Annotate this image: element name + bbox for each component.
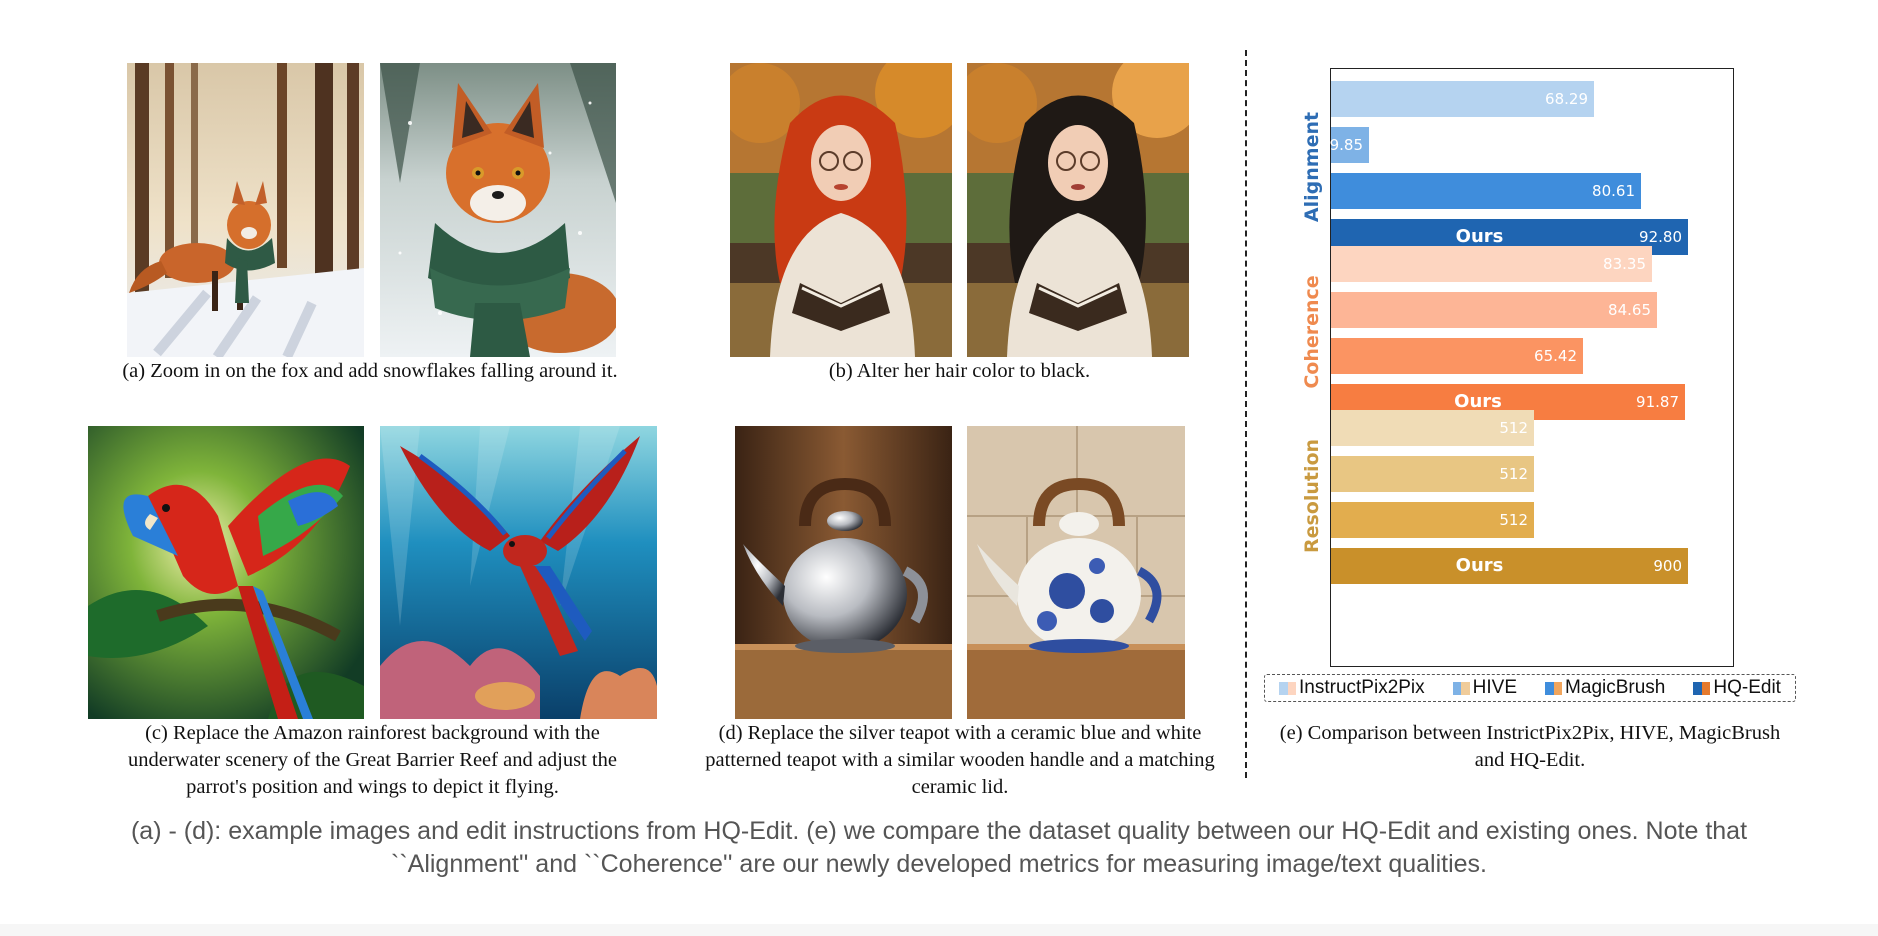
figure-caption: (a) - (d): example images and edit instr… xyxy=(40,815,1838,881)
legend-swatch-hq-edit xyxy=(1693,681,1711,695)
bar-value-label: 512 xyxy=(1499,419,1528,437)
bar-alignment-instructpix2pix: 68.29 xyxy=(1331,81,1594,117)
legend-swatch-left xyxy=(1693,681,1702,695)
fox-edited-image xyxy=(380,63,616,357)
figure-caption-line-1: (a) - (d): example images and edit instr… xyxy=(130,817,1748,845)
silver-teapot-image xyxy=(735,426,952,719)
caption-panel-e-line-2: and HQ-Edit. xyxy=(1474,749,1586,771)
caption-panel-a-text: (a) Zoom in on the fox and add snowflake… xyxy=(122,360,618,382)
legend-label-hive: HIVE xyxy=(1472,677,1518,698)
bar-coherence-instructpix2pix: 83.35 xyxy=(1331,246,1652,282)
caption-panel-d: (d) Replace the silver teapot with a cer… xyxy=(680,720,1240,801)
legend-label-magicbrush: MagicBrush xyxy=(1565,677,1666,698)
legend-swatch-left xyxy=(1279,681,1288,695)
legend-swatch-right xyxy=(1701,681,1711,695)
panel-divider xyxy=(1245,50,1247,778)
bar-resolution-magicbrush: 512 xyxy=(1331,502,1534,538)
caption-panel-e: (e) Comparison between InstrictPix2Pix, … xyxy=(1250,720,1810,774)
bar-coherence-magicbrush: 65.42 xyxy=(1331,338,1583,374)
legend-item-magicbrush: MagicBrush xyxy=(1545,677,1665,699)
bar-resolution-instructpix2pix: 512 xyxy=(1331,410,1534,446)
bar-value-label: 900 xyxy=(1653,557,1682,575)
parrot-rainforest-image xyxy=(88,426,364,719)
caption-panel-c-line-1: (c) Replace the Amazon rainforest backgr… xyxy=(145,722,600,744)
bar-coherence-hive: 84.65 xyxy=(1331,292,1657,328)
chart-legend: InstructPix2Pix HIVE MagicBrush HQ-Edit xyxy=(1264,674,1796,702)
caption-panel-d-line-1: (d) Replace the silver teapot with a cer… xyxy=(718,722,1202,744)
bar-value-label: 512 xyxy=(1499,465,1528,483)
caption-panel-b: (b) Alter her hair color to black. xyxy=(730,358,1189,385)
bar-value-label: 9.85 xyxy=(1329,136,1363,154)
group-label-coherence: Coherence xyxy=(1301,275,1323,389)
bar-value-label: 68.29 xyxy=(1545,90,1588,108)
caption-panel-d-line-2: patterned teapot with a similar wooden h… xyxy=(705,749,1215,771)
caption-panel-e-line-1: (e) Comparison between InstrictPix2Pix, … xyxy=(1279,722,1781,744)
legend-swatch-left xyxy=(1545,681,1554,695)
bar-value-label: 80.61 xyxy=(1592,182,1635,200)
legend-item-hive: HIVE xyxy=(1452,677,1518,699)
bar-resolution-hive: 512 xyxy=(1331,456,1534,492)
group-label-alignment: Alignment xyxy=(1301,111,1323,223)
legend-swatch-right xyxy=(1553,681,1563,695)
legend-label-hq-edit: HQ-Edit xyxy=(1713,677,1781,698)
legend-swatch-magicbrush xyxy=(1545,681,1563,695)
bar-value-label: 84.65 xyxy=(1608,301,1651,319)
legend-swatch-hive xyxy=(1452,681,1470,695)
bar-value-label: 83.35 xyxy=(1603,255,1646,273)
group-label-resolution: Resolution xyxy=(1301,438,1323,554)
woman-red-hair-image xyxy=(730,63,952,357)
bar-value-label: 91.87 xyxy=(1636,393,1679,411)
caption-panel-b-text: (b) Alter her hair color to black. xyxy=(828,360,1091,382)
bar-resolution-hq-edit: Ours 900 xyxy=(1331,548,1688,584)
caption-panel-c-line-2: underwater scenery of the Great Barrier … xyxy=(128,749,617,771)
parrot-underwater-image xyxy=(380,426,657,719)
page-footer-strip xyxy=(0,924,1878,936)
bar-value-label: 512 xyxy=(1499,511,1528,529)
legend-label-instructpix2pix: InstructPix2Pix xyxy=(1299,677,1425,698)
bar-ours-label: Ours xyxy=(1455,226,1504,247)
caption-panel-a: (a) Zoom in on the fox and add snowflake… xyxy=(60,358,680,385)
bar-ours-label: Ours xyxy=(1455,555,1504,576)
woman-black-hair-image xyxy=(967,63,1189,357)
comparison-bar-chart: 68.29 9.85 80.61 Ours 92.80 83.35 84.65 65.42 Ou… xyxy=(1330,68,1734,667)
bar-ours-label: Ours xyxy=(1454,391,1502,412)
caption-panel-c: (c) Replace the Amazon rainforest backgr… xyxy=(60,720,685,801)
fox-original-image xyxy=(127,63,364,357)
bar-alignment-magicbrush: 80.61 xyxy=(1331,173,1641,209)
bar-value-label: 92.80 xyxy=(1639,228,1682,246)
legend-item-instructpix2pix: InstructPix2Pix xyxy=(1279,677,1425,699)
legend-swatch-right xyxy=(1287,681,1296,695)
caption-panel-d-line-3: ceramic lid. xyxy=(911,776,1009,798)
figure-caption-line-2: ``Alignment'' and ``Coherence'' are our … xyxy=(391,850,1487,878)
legend-swatch-right xyxy=(1461,681,1470,695)
legend-swatch-instructpix2pix xyxy=(1279,681,1296,695)
legend-swatch-left xyxy=(1452,681,1462,695)
caption-panel-c-line-3: parrot's position and wings to depict it… xyxy=(186,776,559,798)
bar-alignment-hive: 9.85 xyxy=(1329,127,1369,163)
bar-value-label: 65.42 xyxy=(1534,347,1577,365)
legend-item-hq-edit: HQ-Edit xyxy=(1693,677,1781,699)
ceramic-teapot-image xyxy=(967,426,1185,719)
